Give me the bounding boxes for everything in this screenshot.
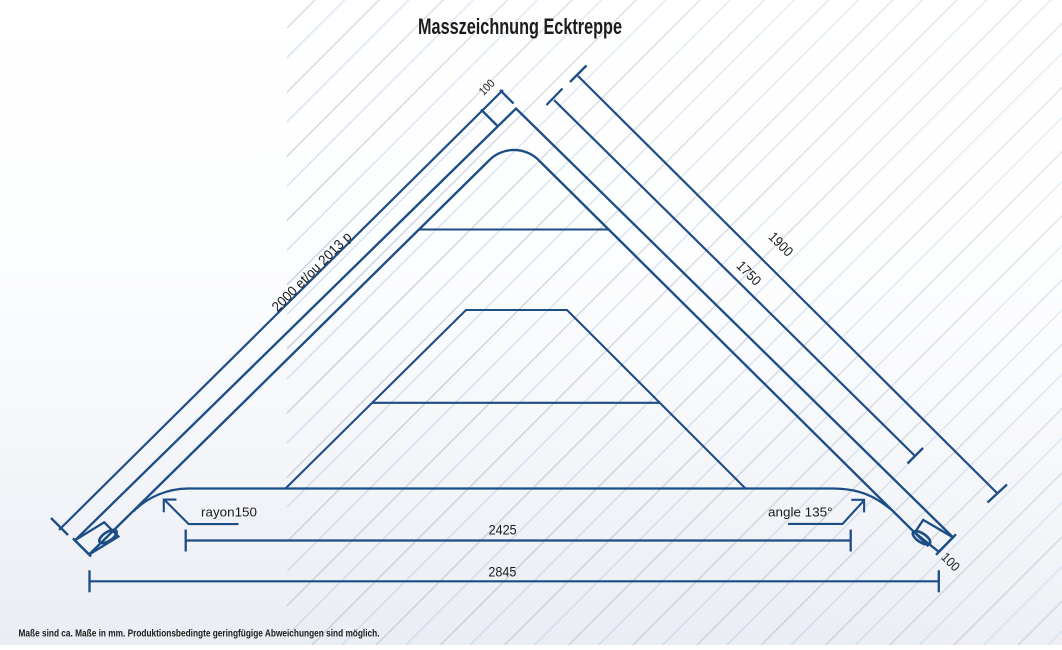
svg-text:2845: 2845 [488, 563, 516, 579]
svg-text:rayon150: rayon150 [201, 504, 257, 519]
svg-text:angle 135°: angle 135° [768, 504, 833, 519]
svg-text:Masszeichnung Ecktreppe: Masszeichnung Ecktreppe [418, 14, 622, 39]
svg-text:Maße sind ca. Maße in mm. Prod: Maße sind ca. Maße in mm. Produktionsbed… [19, 628, 380, 639]
svg-text:2425: 2425 [489, 522, 517, 538]
